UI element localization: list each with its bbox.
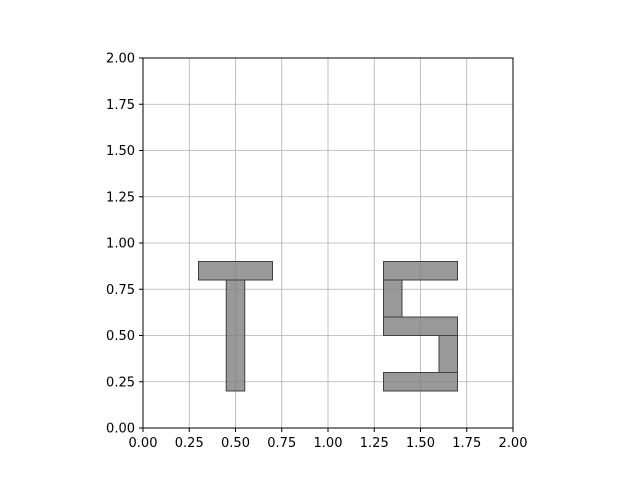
x-tick-label-3: 0.75	[267, 436, 296, 451]
x-tick-label-2: 0.50	[221, 436, 250, 451]
x-tick-label-8: 2.00	[499, 436, 528, 451]
data-rectangles	[198, 261, 458, 392]
x-tick-label-5: 1.25	[360, 436, 389, 451]
x-tick-label-4: 1.00	[314, 436, 343, 451]
y-tick-label-3: 0.75	[106, 283, 135, 298]
y-tick-label-2: 0.50	[106, 329, 135, 344]
y-tick-label-5: 1.25	[106, 190, 135, 205]
data-rectangle-4	[383, 316, 458, 336]
data-rectangle-0	[198, 261, 273, 281]
data-rectangle-2	[383, 261, 458, 281]
y-tick-label-8: 2.00	[106, 52, 135, 67]
y-axis-ticks: 0.00 0.25 0.50 0.75 1.00 1.25 1.50 1.75 2.00	[106, 52, 143, 437]
x-tick-label-0: 0.00	[129, 436, 158, 451]
y-tick-label-0: 0.00	[106, 422, 135, 437]
y-tick-label-4: 1.00	[106, 237, 135, 252]
x-tick-label-7: 1.75	[452, 436, 481, 451]
data-rectangle-3	[383, 279, 403, 318]
x-tick-label-1: 0.25	[175, 436, 204, 451]
data-rectangle-5	[438, 335, 458, 373]
x-tick-label-6: 1.50	[406, 436, 435, 451]
y-tick-label-1: 0.25	[106, 375, 135, 390]
y-tick-label-7: 1.75	[106, 98, 135, 113]
data-rectangle-1	[225, 279, 246, 392]
x-axis-ticks: 0.00 0.25 0.50 0.75 1.00 1.25 1.50 1.75 2.00	[129, 428, 528, 451]
y-tick-label-6: 1.50	[106, 144, 135, 159]
data-rectangle-6	[383, 372, 458, 392]
